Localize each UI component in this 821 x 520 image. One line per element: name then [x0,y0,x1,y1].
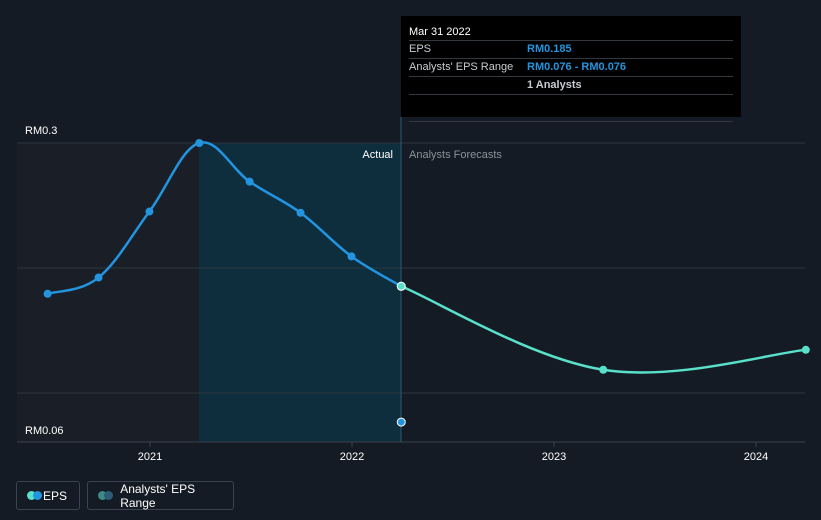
eps-point[interactable] [43,289,52,298]
x-tick-label-2021: 2021 [138,451,162,463]
eps-forecast-point[interactable] [599,365,608,374]
legend-eps-button[interactable]: EPS [16,481,80,510]
tooltip-spacer-row [409,94,733,122]
tooltip-range-value: RM0.076 - RM0.076 [527,61,627,73]
eps-point[interactable] [94,273,103,282]
highlight-region [199,143,401,442]
eps-point[interactable] [296,208,305,217]
eps-line [46,141,403,295]
tooltip: Mar 31 2022 EPS RM0.185 Analysts' EPS Ra… [401,16,741,122]
analysts-eps-range-point[interactable] [396,417,406,427]
tooltip-range-row: Analysts' EPS Range RM0.076 - RM0.076 [409,58,733,76]
tooltip-date: Mar 31 2022 [409,26,471,38]
tooltip-range-label: Analysts' EPS Range [409,61,514,73]
eps-point[interactable] [195,139,204,147]
y-axis-bottom-label: RM0.06 [25,425,64,437]
eps-forecast-point[interactable] [801,345,810,354]
tooltip-eps-row: EPS RM0.185 [409,40,733,58]
x-tick-label-2022: 2022 [340,451,364,463]
tooltip-eps-label: EPS [409,43,432,55]
legend-range-label: Analysts' EPS Range [120,481,196,510]
actual-label: Actual [362,149,393,161]
tooltip-eps-value: RM0.185 [527,43,572,55]
legend-eps-label: EPS [42,488,67,503]
tooltip-analysts-count: 1 Analysts [527,79,582,91]
legend-range-button[interactable]: Analysts' EPS Range [87,481,234,510]
eps-forecast-point[interactable] [396,281,406,291]
x-tick-label-2023: 2023 [542,451,566,463]
x-tick-label-2024: 2024 [744,451,768,463]
range-legend-icon [98,491,113,500]
eps-point[interactable] [245,177,254,186]
forecast-label: Analysts Forecasts [409,149,502,161]
eps-point[interactable] [347,252,356,261]
eps-point[interactable] [145,207,154,216]
tooltip-analysts-row: 1 Analysts [409,76,733,94]
eps-chart: RM0.3 RM0.06 Actual Analysts Forecasts 2… [17,117,810,463]
y-axis-top-label: RM0.3 [25,125,57,137]
eps-legend-icon [27,491,42,500]
eps-forecast-line [400,285,808,374]
